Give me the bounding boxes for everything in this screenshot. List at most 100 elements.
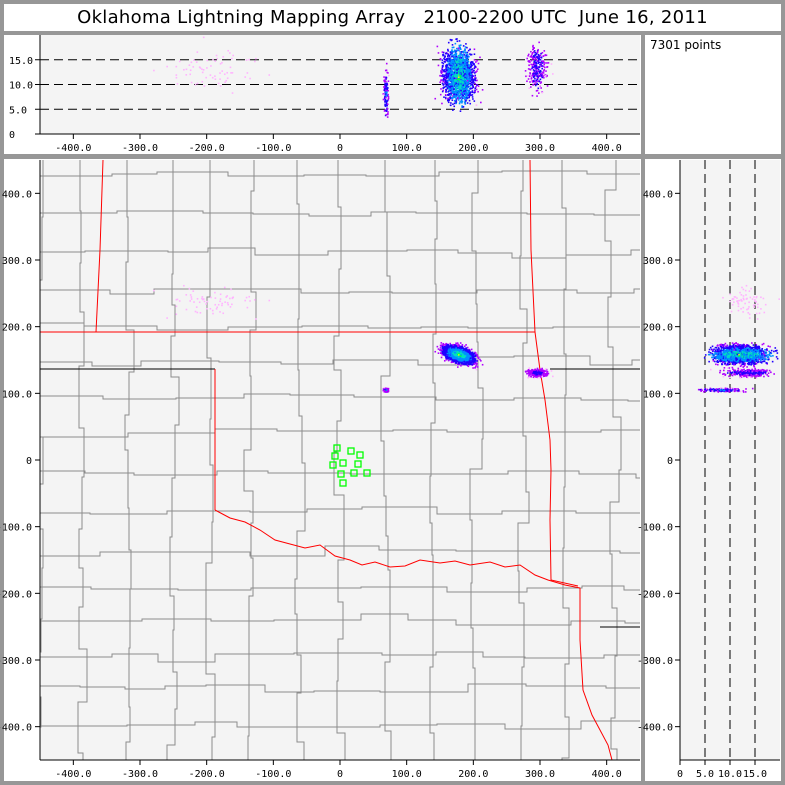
source-point	[455, 95, 458, 97]
source-point	[386, 83, 389, 86]
source-point	[459, 359, 462, 362]
top-view-sources	[153, 36, 554, 118]
source-point	[453, 90, 455, 93]
source-point	[473, 79, 476, 81]
source-point	[453, 351, 456, 354]
source-point	[461, 83, 464, 86]
source-point	[385, 95, 387, 98]
source-point	[475, 352, 477, 354]
source-point	[539, 63, 541, 66]
source-point	[532, 73, 535, 76]
source-point	[442, 349, 445, 352]
source-point	[443, 70, 445, 73]
source-point	[460, 100, 462, 103]
source-point	[449, 59, 451, 62]
source-point	[445, 352, 448, 355]
source-point	[536, 78, 539, 80]
source-point	[384, 91, 387, 94]
source-point	[468, 65, 470, 68]
texas-arkansas-border	[579, 588, 613, 760]
source-point	[193, 301, 195, 303]
source-point	[449, 347, 452, 349]
source-point	[445, 76, 447, 79]
source-point	[474, 74, 477, 77]
source-point	[450, 357, 453, 359]
source-point	[465, 70, 468, 72]
source-point	[465, 76, 467, 78]
source-point	[467, 365, 470, 368]
source-point	[221, 304, 223, 307]
source-point	[441, 344, 443, 346]
source-point	[214, 297, 217, 299]
source-point	[453, 73, 455, 76]
source-point	[536, 67, 539, 70]
source-point	[471, 90, 474, 92]
source-point	[455, 93, 458, 96]
source-point	[459, 65, 461, 67]
county-line	[469, 160, 484, 760]
source-point	[439, 93, 442, 96]
source-point	[456, 75, 459, 77]
source-point	[457, 86, 460, 89]
source-point	[452, 46, 455, 49]
source-point	[536, 80, 539, 82]
source-point	[219, 78, 221, 80]
source-point	[461, 359, 464, 362]
source-point	[546, 370, 548, 373]
source-point	[544, 66, 546, 69]
source-point	[451, 80, 454, 82]
source-point	[453, 88, 455, 90]
source-point	[450, 60, 453, 62]
source-point	[461, 93, 464, 96]
source-point	[445, 75, 448, 78]
source-point	[385, 85, 388, 88]
source-point	[550, 370, 553, 372]
source-point	[202, 36, 205, 39]
source-point	[447, 50, 449, 52]
source-point	[455, 353, 457, 356]
source-point	[190, 296, 193, 298]
source-point	[454, 91, 456, 93]
source-point	[443, 350, 446, 353]
source-point	[217, 303, 220, 306]
source-point	[448, 58, 451, 60]
source-point	[385, 78, 387, 80]
source-point	[463, 69, 466, 72]
source-point	[540, 373, 542, 376]
source-point	[463, 356, 466, 358]
source-point	[194, 83, 197, 86]
source-point	[451, 83, 454, 86]
source-point	[458, 352, 460, 355]
source-point	[439, 57, 442, 60]
source-point	[465, 85, 468, 87]
source-point	[538, 80, 541, 83]
source-point	[185, 294, 188, 296]
source-point	[541, 60, 543, 63]
source-point	[221, 302, 224, 305]
source-point	[531, 53, 533, 55]
source-point	[467, 70, 469, 73]
source-point	[462, 45, 465, 47]
source-point	[183, 68, 185, 71]
source-point	[540, 70, 542, 73]
source-point	[189, 73, 192, 76]
source-point	[534, 369, 537, 371]
source-point	[387, 95, 390, 98]
source-point	[473, 359, 476, 361]
source-point	[452, 95, 454, 97]
source-point	[202, 69, 205, 71]
source-point	[452, 83, 455, 86]
source-point	[445, 356, 447, 359]
source-point	[473, 360, 476, 363]
source-point	[201, 68, 203, 71]
source-point	[437, 352, 440, 355]
source-point	[461, 348, 463, 351]
source-point	[222, 56, 225, 58]
source-point	[205, 303, 207, 305]
source-point	[176, 83, 179, 85]
source-point	[474, 79, 477, 82]
source-point	[183, 284, 185, 287]
source-point	[531, 52, 534, 54]
source-point	[464, 64, 467, 66]
